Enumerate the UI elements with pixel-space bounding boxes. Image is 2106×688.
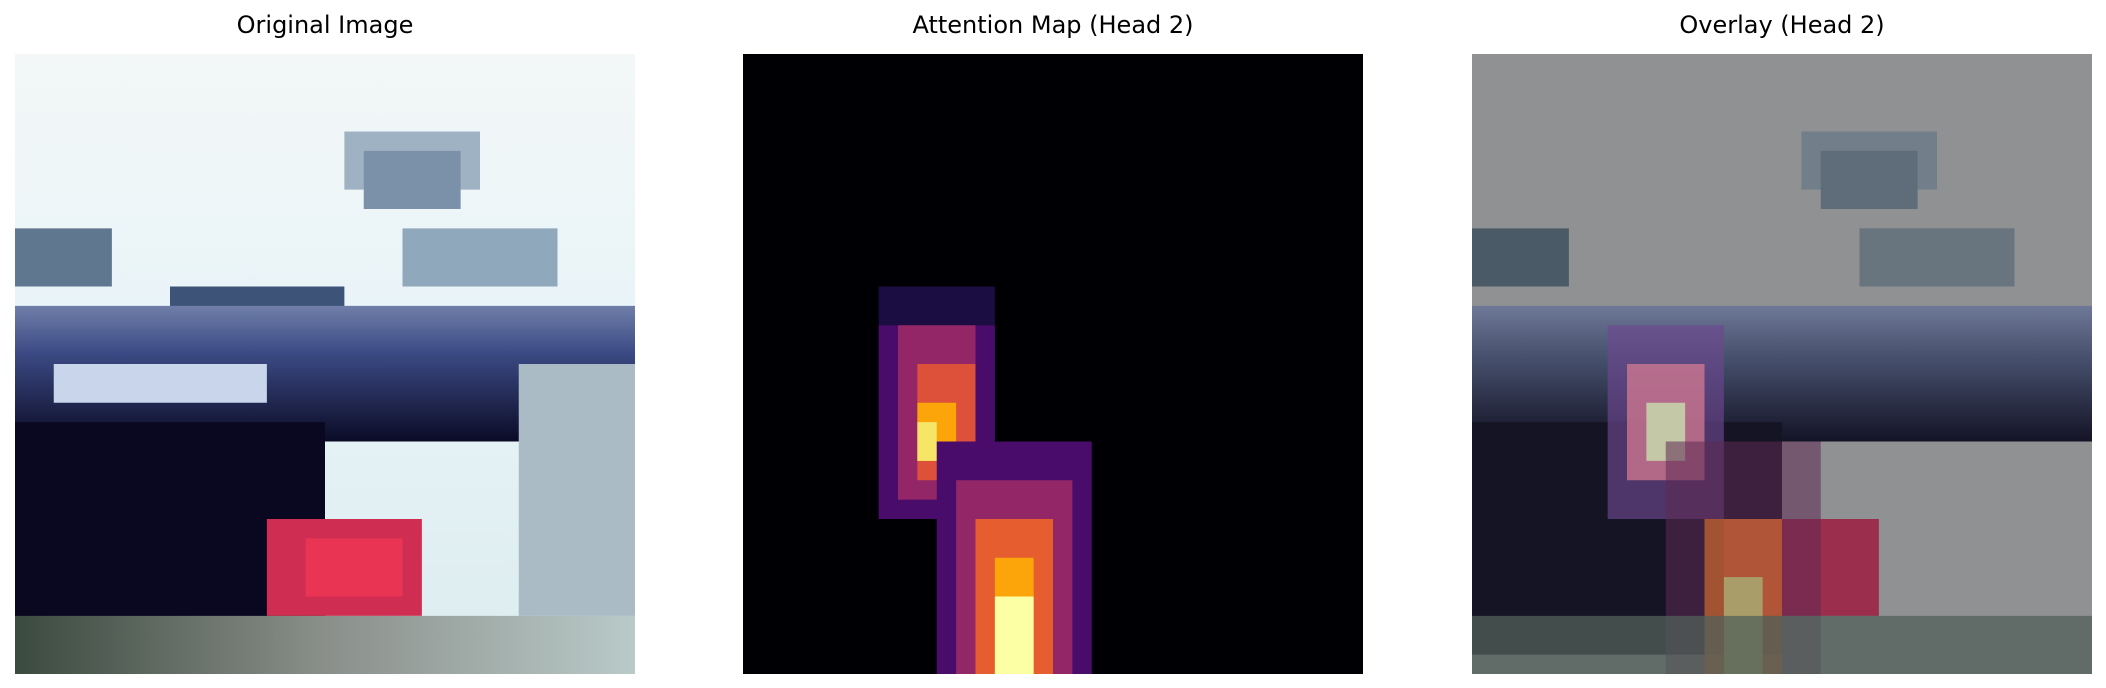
attention-map-svg: [743, 54, 1363, 674]
overlay-water-band: [1472, 615, 2092, 674]
attention-map-panel: Attention Map (Head 2): [743, 0, 1363, 688]
overlay-deck-right: [1859, 228, 2015, 287]
overlay-deck-left: [1472, 228, 1569, 287]
original-image-panel: Original Image: [15, 0, 635, 688]
water-band: [15, 615, 635, 674]
overlay-superstructure-mid: [1820, 150, 1918, 209]
attention-map-image: [743, 54, 1363, 674]
attention-map-title: Attention Map (Head 2): [912, 11, 1194, 39]
original-image-svg: [15, 54, 635, 674]
superstructure-mid: [363, 150, 461, 209]
attention-lower-peak: [994, 596, 1034, 674]
deck-left: [15, 228, 112, 287]
overlay-svg: [1472, 54, 2092, 674]
overlay-hull-band: [1472, 305, 2092, 442]
original-image-title: Original Image: [236, 11, 414, 39]
hull-highlight: [53, 364, 267, 403]
attention-left-peak: [917, 422, 937, 461]
right-fade: [518, 364, 635, 616]
overlay-image: [1472, 54, 2092, 674]
overlay-panel: Overlay (Head 2): [1472, 0, 2092, 688]
attention-top-outer: [878, 286, 995, 326]
red-highlight: [305, 538, 403, 597]
original-image: [15, 54, 635, 674]
deck-right: [402, 228, 558, 287]
overlay-title: Overlay (Head 2): [1679, 11, 1885, 39]
